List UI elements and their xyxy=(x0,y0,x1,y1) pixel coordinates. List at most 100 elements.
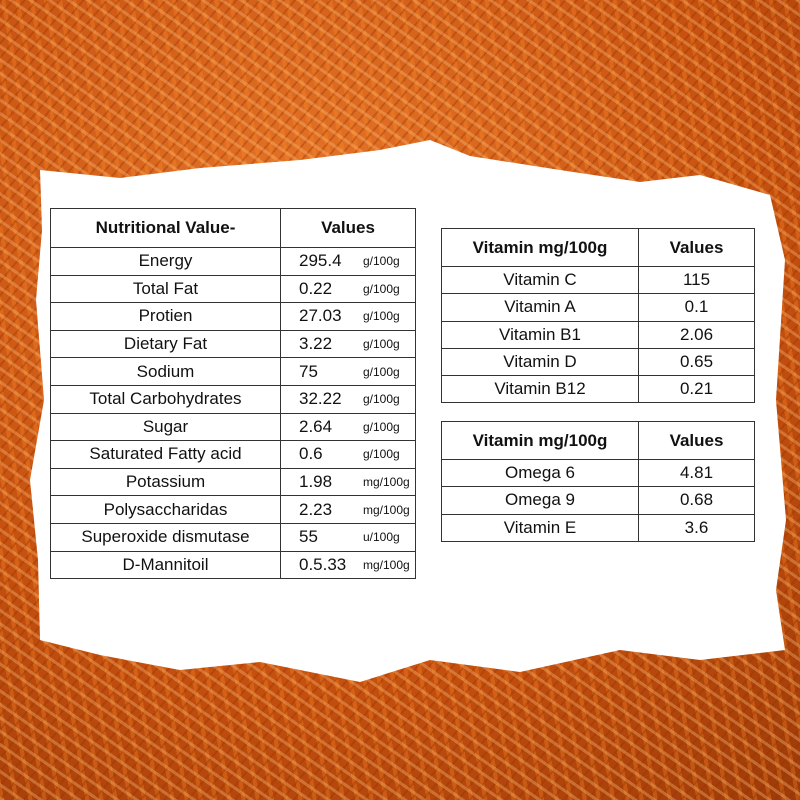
omega-header-values: Values xyxy=(638,421,755,460)
nutrition-table: Nutritional Value- Values Energy 295.4 g/1… xyxy=(50,208,416,580)
nutrition-header-name: Nutritional Value- xyxy=(50,208,281,248)
nutrient-name: Polysaccharidas xyxy=(50,495,281,524)
table-row: Sugar 2.64 g/100g xyxy=(50,412,416,442)
nutrient-value-wrap: 2.23 mg/100g xyxy=(281,500,415,520)
nutrient-value: 0.22 xyxy=(299,278,333,298)
nutrient-value-wrap: 75 g/100g xyxy=(281,362,415,382)
table-row: Vitamin D 0.65 xyxy=(441,347,755,377)
nutrient-value-cell: 27.03 g/100g xyxy=(280,302,416,331)
nutrient-value-cell: 2.64 g/100g xyxy=(280,412,416,442)
vitamin-value: 0.21 xyxy=(638,375,755,404)
nutrient-name: Total Carbohydrates xyxy=(50,384,281,414)
nutrient-unit: g/100g xyxy=(363,364,400,379)
table-row: Vitamin A 0.1 xyxy=(441,293,755,322)
table-row: Omega 6 4.81 xyxy=(441,458,755,488)
nutrient-unit: mg/100g xyxy=(363,475,410,490)
table-row: Sodium 75 g/100g xyxy=(50,357,416,386)
nutrient-name: Total Fat xyxy=(50,274,281,304)
nutrient-unit: mg/100g xyxy=(363,502,410,517)
nutrient-unit: u/100g xyxy=(363,530,400,545)
nutrient-value-wrap: 3.22 g/100g xyxy=(281,334,415,354)
omega-value: 4.81 xyxy=(638,458,755,488)
vitamin-name: Vitamin D xyxy=(441,347,639,377)
nutrient-value-cell: 0.22 g/100g xyxy=(280,274,416,304)
table-row: Vitamin B1 2.06 xyxy=(441,320,755,349)
nutrient-name: Protien xyxy=(50,302,281,331)
nutrient-value-cell: 32.22 g/100g xyxy=(280,384,416,414)
nutrient-value: 55 xyxy=(299,527,318,547)
nutrient-value-cell: 55 u/100g xyxy=(280,522,416,552)
nutrition-header-values: Values xyxy=(280,208,416,248)
nutrient-unit: g/100g xyxy=(363,447,400,462)
nutrient-unit: g/100g xyxy=(363,337,400,352)
nutrient-value: 32.22 xyxy=(299,389,342,409)
nutrient-name: Sodium xyxy=(50,357,281,386)
nutrient-name: Dietary Fat xyxy=(50,329,281,359)
vitamin-table: Vitamin mg/100g Values Vitamin C 115 Vitam… xyxy=(441,228,755,404)
nutrient-value-cell: 0.5.33 mg/100g xyxy=(280,550,416,580)
vitamin-header-values: Values xyxy=(638,228,755,267)
table-row: Omega 9 0.68 xyxy=(441,486,755,515)
nutrient-unit: g/100g xyxy=(363,309,400,324)
nutrient-value-wrap: 0.5.33 mg/100g xyxy=(281,555,415,575)
nutrient-value: 1.98 xyxy=(299,472,333,492)
nutrient-value-cell: 75 g/100g xyxy=(280,357,416,386)
vitamin-name: Vitamin A xyxy=(441,293,639,322)
nutrient-name: D-Mannitoil xyxy=(50,550,281,580)
nutrient-value-wrap: 0.6 g/100g xyxy=(281,444,415,464)
nutrient-unit: g/100g xyxy=(363,254,400,269)
nutrient-value-wrap: 2.64 g/100g xyxy=(281,417,415,437)
nutrient-value-wrap: 27.03 g/100g xyxy=(281,306,415,326)
nutrient-unit: g/100g xyxy=(363,281,400,296)
nutrient-name: Saturated Fatty acid xyxy=(50,440,281,469)
nutrient-name: Energy xyxy=(50,247,281,276)
table-row: Vitamin B12 0.21 xyxy=(441,375,755,404)
omega-name: Omega 6 xyxy=(441,458,639,488)
vitamin-value: 2.06 xyxy=(638,320,755,349)
nutrient-value: 0.5.33 xyxy=(299,554,347,574)
table-row: Superoxide dismutase 55 u/100g xyxy=(50,522,416,552)
nutrient-value: 27.03 xyxy=(299,306,342,326)
vitamin-value: 0.65 xyxy=(638,347,755,377)
omega-value: 3.6 xyxy=(638,513,755,542)
nutrient-unit: g/100g xyxy=(363,392,400,407)
vitamin-name: Vitamin B1 xyxy=(441,320,639,349)
nutrient-value-cell: 1.98 mg/100g xyxy=(280,467,416,497)
table-row: Total Carbohydrates 32.22 g/100g xyxy=(50,384,416,414)
nutrient-value-wrap: 295.4 g/100g xyxy=(281,251,415,271)
table-row: Protien 27.03 g/100g xyxy=(50,302,416,331)
nutrient-value: 75 xyxy=(299,361,318,381)
nutrient-value-wrap: 1.98 mg/100g xyxy=(281,472,415,492)
vitamin-header-name: Vitamin mg/100g xyxy=(441,228,639,267)
table-row: Vitamin C 115 xyxy=(441,265,755,295)
vitamin-name: Vitamin B12 xyxy=(441,375,639,404)
nutrient-value: 2.23 xyxy=(299,499,333,519)
table-row: D-Mannitoil 0.5.33 mg/100g xyxy=(50,550,416,580)
nutrient-value-cell: 295.4 g/100g xyxy=(280,247,416,276)
nutrient-name: Sugar xyxy=(50,412,281,442)
omega-name: Vitamin E xyxy=(441,513,639,542)
nutrient-value: 295.4 xyxy=(299,251,342,271)
table-row: Vitamin E 3.6 xyxy=(441,513,755,542)
nutrient-value: 0.6 xyxy=(299,444,323,464)
nutrient-value-wrap: 55 u/100g xyxy=(281,527,415,547)
omega-table: Vitamin mg/100g Values Omega 6 4.81 Omega … xyxy=(441,421,755,542)
omega-value: 0.68 xyxy=(638,486,755,515)
table-row: Saturated Fatty acid 0.6 g/100g xyxy=(50,440,416,469)
table-row: Dietary Fat 3.22 g/100g xyxy=(50,329,416,359)
nutrient-value: 3.22 xyxy=(299,334,333,354)
nutrient-name: Potassium xyxy=(50,467,281,497)
nutrient-name: Superoxide dismutase xyxy=(50,522,281,552)
nutrient-value-wrap: 0.22 g/100g xyxy=(281,279,415,299)
nutrient-value-cell: 2.23 mg/100g xyxy=(280,495,416,524)
vitamin-name: Vitamin C xyxy=(441,265,639,295)
nutrient-unit: mg/100g xyxy=(363,557,410,572)
vitamin-value: 0.1 xyxy=(638,293,755,322)
table-row: Polysaccharidas 2.23 mg/100g xyxy=(50,495,416,524)
nutrient-value: 2.64 xyxy=(299,416,333,436)
vitamin-value: 115 xyxy=(638,265,755,295)
table-row: Energy 295.4 g/100g xyxy=(50,247,416,276)
nutrient-value-cell: 3.22 g/100g xyxy=(280,329,416,359)
nutrient-value-wrap: 32.22 g/100g xyxy=(281,389,415,409)
omega-name: Omega 9 xyxy=(441,486,639,515)
